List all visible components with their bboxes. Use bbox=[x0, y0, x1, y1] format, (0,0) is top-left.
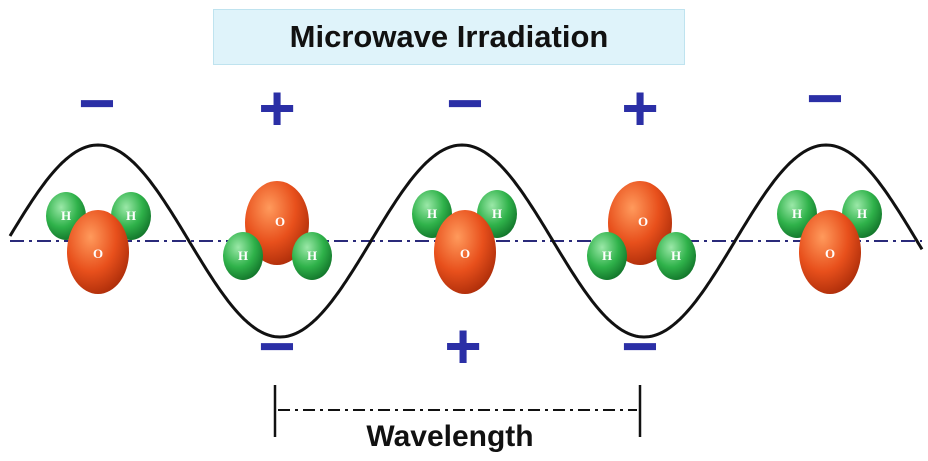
atom-label: O bbox=[93, 246, 103, 261]
atom-label: H bbox=[792, 206, 802, 221]
charge-sign: + bbox=[444, 310, 481, 382]
atom-label: H bbox=[61, 208, 71, 223]
water-molecule: H H O bbox=[777, 190, 882, 294]
atom-label: O bbox=[460, 246, 470, 261]
title-box: Microwave Irradiation bbox=[213, 9, 685, 65]
molecule-group: H H O O H H H H O bbox=[46, 181, 882, 294]
atom-label: O bbox=[825, 246, 835, 261]
oxygen-atom bbox=[245, 181, 309, 265]
diagram-title: Microwave Irradiation bbox=[289, 19, 609, 54]
water-molecule: O H H bbox=[223, 181, 332, 280]
water-molecule: H H O bbox=[412, 190, 517, 294]
atom-label: H bbox=[427, 206, 437, 221]
wavelength-bracket bbox=[273, 385, 642, 437]
hydrogen-atom bbox=[656, 232, 696, 280]
water-molecule: O H H bbox=[587, 181, 696, 280]
atom-label: O bbox=[638, 214, 648, 229]
charge-sign: − bbox=[621, 310, 658, 382]
hydrogen-atom bbox=[223, 232, 263, 280]
charge-sign: − bbox=[258, 310, 295, 382]
wavelength-label: Wavelength bbox=[366, 420, 534, 453]
water-molecule: H H O bbox=[46, 192, 151, 294]
charge-group: − + − + − − + − bbox=[78, 62, 843, 382]
oxygen-atom bbox=[67, 210, 129, 294]
oxygen-atom bbox=[799, 210, 861, 294]
atom-label: H bbox=[307, 248, 317, 263]
atom-label: H bbox=[126, 208, 136, 223]
atom-label: H bbox=[238, 248, 248, 263]
atom-label: H bbox=[671, 248, 681, 263]
atom-label: H bbox=[857, 206, 867, 221]
atom-label: H bbox=[602, 248, 612, 263]
hydrogen-atom bbox=[587, 232, 627, 280]
atom-label: H bbox=[492, 206, 502, 221]
wave-curve bbox=[8, 143, 924, 339]
charge-sign: − bbox=[806, 62, 843, 134]
oxygen-atom bbox=[434, 210, 496, 294]
charge-sign: − bbox=[78, 67, 115, 139]
charge-sign: + bbox=[621, 72, 658, 144]
atom-label: O bbox=[275, 214, 285, 229]
hydrogen-atom bbox=[292, 232, 332, 280]
charge-sign: + bbox=[258, 72, 295, 144]
charge-sign: − bbox=[446, 67, 483, 139]
